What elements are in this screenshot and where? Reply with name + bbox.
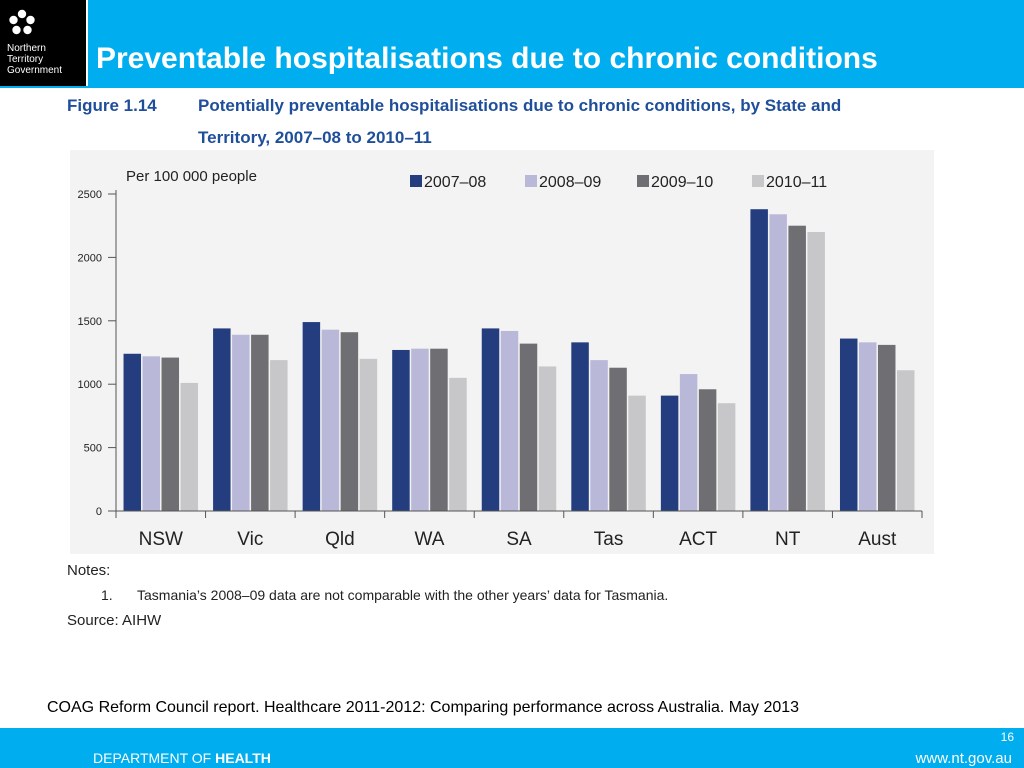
department-bold: HEALTH [215,750,271,766]
bar [571,342,589,511]
legend-swatch [637,175,649,187]
bar [807,232,825,511]
bar [142,356,161,511]
x-tick-label: SA [506,529,532,550]
y-axis-label: Per 100 000 people [126,168,257,185]
notes-heading: Notes: [67,562,111,579]
footer-bar: 16 DEPARTMENT OF HEALTH www.nt.gov.au [0,728,1024,768]
bar [538,366,557,511]
bar [788,225,806,511]
bar [123,353,142,511]
bar [359,358,378,511]
legend-label: 2010–11 [766,174,827,191]
bar [609,367,627,511]
flower-emblem-icon [9,9,35,35]
header-bar: Northern Territory Government Preventabl… [0,0,1024,88]
bar [430,348,448,511]
bar [302,322,321,511]
logo-line-1: Northern [7,43,46,54]
bar [213,328,231,511]
bar [500,330,519,511]
note-number: 1. [101,587,113,603]
page-number: 16 [1000,730,1014,744]
bar [877,344,896,511]
bar [251,334,269,511]
figure-title-line-1: Potentially preventable hospitalisations… [198,96,842,115]
x-tick-label: Tas [594,529,624,550]
bar [769,214,787,511]
bar [340,332,359,511]
legend-swatch [410,175,422,187]
bar [717,403,736,511]
bar [858,342,877,511]
x-tick-label: NSW [139,529,183,550]
website-link[interactable]: www.nt.gov.au [915,750,1012,767]
x-tick-label: WA [414,529,444,550]
citation-text: COAG Reform Council report. Healthcare 2… [47,699,800,716]
slide-title: Preventable hospitalisations due to chro… [96,42,878,75]
x-tick-label: Qld [325,529,355,550]
department-name: DEPARTMENT OF HEALTH [93,750,271,766]
x-tick-label: NT [775,529,801,550]
y-tick-label: 1000 [78,379,102,391]
bar [679,374,698,511]
legend-label: 2007–08 [424,174,486,191]
bar [411,348,429,511]
x-tick-label: Vic [237,529,263,550]
y-tick-label: 1500 [78,316,102,328]
y-tick-label: 0 [96,506,102,518]
x-tick-label: Aust [858,529,897,550]
bar [660,395,679,511]
bar [232,334,250,511]
legend-label: 2008–09 [539,174,601,191]
x-tick-label: ACT [679,529,717,550]
figure-label: Figure 1.14 [67,96,157,115]
bar [161,357,180,511]
bar [180,382,199,511]
note-text: Tasmania’s 2008–09 data are not comparab… [137,587,669,603]
bar [519,343,538,511]
bar [698,389,717,511]
source-text: Source: AIHW [67,612,162,629]
y-tick-label: 2000 [78,252,102,264]
bar [750,209,768,511]
legend-label: 2009–10 [651,174,713,191]
bar [896,370,915,511]
bar [839,338,858,511]
bar [321,329,340,511]
bar [481,328,500,511]
y-tick-label: 500 [84,443,102,455]
bar [628,395,646,511]
bar [270,360,288,511]
figure-title-line-2: Territory, 2007–08 to 2010–11 [198,128,432,147]
bar [590,360,608,511]
department-prefix: DEPARTMENT OF [93,750,216,766]
logo-line-3: Government [7,65,63,76]
bar [449,377,467,511]
y-tick-label: 2500 [78,189,102,201]
legend-swatch [525,175,537,187]
nt-government-logo[interactable]: Northern Territory Government [0,0,88,86]
legend-swatch [752,175,764,187]
bar [392,349,410,511]
logo-line-2: Territory [7,54,44,65]
bar-chart: Per 100 000 people 05001000150020002500 … [70,150,934,554]
